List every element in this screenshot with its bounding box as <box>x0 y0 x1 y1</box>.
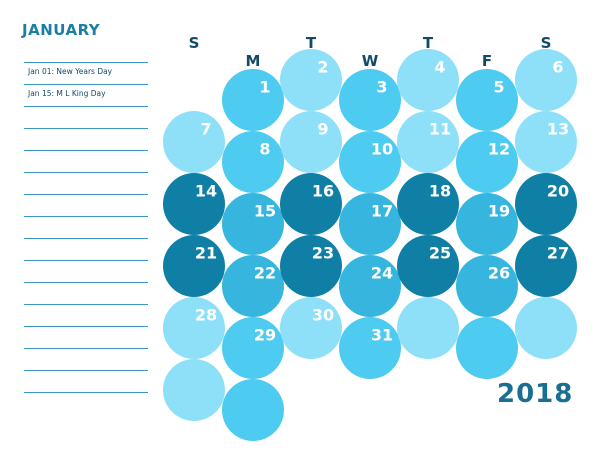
day-number: 19 <box>487 201 511 221</box>
day-number: 6 <box>552 57 564 77</box>
note-text: Jan 01: New Years Day <box>28 67 113 76</box>
day-number: 11 <box>428 119 452 139</box>
day-number: 2 <box>317 57 329 77</box>
day-cell[interactable] <box>339 69 401 131</box>
weekday-label: S <box>540 34 552 52</box>
year-label: 2018 <box>497 379 574 409</box>
note-line[interactable] <box>24 172 148 173</box>
day-cell[interactable] <box>456 69 518 131</box>
note-line[interactable] <box>24 62 148 63</box>
day-cell[interactable] <box>339 131 401 193</box>
day-number: 21 <box>194 243 218 263</box>
note-line[interactable] <box>24 282 148 283</box>
day-number: 12 <box>487 139 511 159</box>
note-line[interactable] <box>24 128 148 129</box>
day-number: 20 <box>546 181 570 201</box>
note-line[interactable] <box>24 326 148 327</box>
weekday-label: W <box>361 52 379 70</box>
day-cell[interactable] <box>280 49 342 111</box>
day-number: 3 <box>376 77 388 97</box>
day-number: 9 <box>317 119 329 139</box>
note-line[interactable] <box>24 392 148 393</box>
day-cell[interactable] <box>163 111 225 173</box>
note-line[interactable] <box>24 106 148 107</box>
day-cell[interactable] <box>222 69 284 131</box>
day-cell[interactable] <box>222 131 284 193</box>
weekday-label: T <box>305 34 317 52</box>
day-number: 1 <box>259 77 271 97</box>
day-number: 28 <box>194 305 218 325</box>
note-line[interactable] <box>24 194 148 195</box>
note-line[interactable] <box>24 348 148 349</box>
day-number: 29 <box>253 325 277 345</box>
day-cell[interactable] <box>456 131 518 193</box>
day-cell[interactable] <box>339 255 401 317</box>
day-number: 13 <box>546 119 570 139</box>
day-cell[interactable] <box>515 173 577 235</box>
day-cell[interactable] <box>163 173 225 235</box>
note-line[interactable] <box>24 238 148 239</box>
day-number: 7 <box>200 119 212 139</box>
day-number: 4 <box>434 57 446 77</box>
note-line[interactable] <box>24 216 148 217</box>
day-cell[interactable] <box>222 317 284 379</box>
day-cell[interactable] <box>515 111 577 173</box>
day-number: 22 <box>253 263 277 283</box>
day-number: 30 <box>311 305 335 325</box>
day-cell[interactable] <box>222 379 284 441</box>
day-cell[interactable] <box>280 235 342 297</box>
weekday-label: S <box>188 34 200 52</box>
day-number: 23 <box>311 243 335 263</box>
day-number: 15 <box>253 201 277 221</box>
day-cell[interactable] <box>456 193 518 255</box>
day-cell[interactable] <box>397 49 459 111</box>
day-cell[interactable] <box>339 317 401 379</box>
day-cell[interactable] <box>515 297 577 359</box>
day-number: 17 <box>370 201 394 221</box>
weekday-label: F <box>481 52 493 70</box>
day-cell[interactable] <box>397 235 459 297</box>
day-cell[interactable] <box>515 235 577 297</box>
day-cell[interactable] <box>339 193 401 255</box>
day-number: 27 <box>546 243 570 263</box>
day-cell[interactable] <box>280 111 342 173</box>
note-line[interactable] <box>24 304 148 305</box>
month-title: JANUARY <box>22 21 101 39</box>
day-cell[interactable] <box>397 297 459 359</box>
day-cell[interactable] <box>280 297 342 359</box>
note-line[interactable] <box>24 150 148 151</box>
day-cell[interactable] <box>397 111 459 173</box>
day-number: 26 <box>487 263 511 283</box>
day-cell[interactable] <box>163 359 225 421</box>
day-cell[interactable] <box>222 193 284 255</box>
day-cell[interactable] <box>222 255 284 317</box>
day-number: 8 <box>259 139 271 159</box>
day-number: 14 <box>194 181 218 201</box>
weekday-label: M <box>245 52 261 70</box>
day-cell[interactable] <box>456 255 518 317</box>
note-text: Jan 15: M L King Day <box>28 89 106 98</box>
note-line[interactable] <box>24 370 148 371</box>
note-line[interactable] <box>24 84 148 85</box>
day-cell[interactable] <box>163 235 225 297</box>
day-number: 18 <box>428 181 452 201</box>
day-number: 25 <box>428 243 452 263</box>
weekday-label: T <box>422 34 434 52</box>
day-number: 5 <box>493 77 505 97</box>
day-cell[interactable] <box>163 297 225 359</box>
day-number: 24 <box>370 263 394 283</box>
day-cell[interactable] <box>397 173 459 235</box>
day-number: 31 <box>370 325 394 345</box>
day-number: 10 <box>370 139 394 159</box>
day-cell[interactable] <box>280 173 342 235</box>
day-cell[interactable] <box>515 49 577 111</box>
day-cell[interactable] <box>456 317 518 379</box>
note-line[interactable] <box>24 260 148 261</box>
day-number: 16 <box>311 181 335 201</box>
